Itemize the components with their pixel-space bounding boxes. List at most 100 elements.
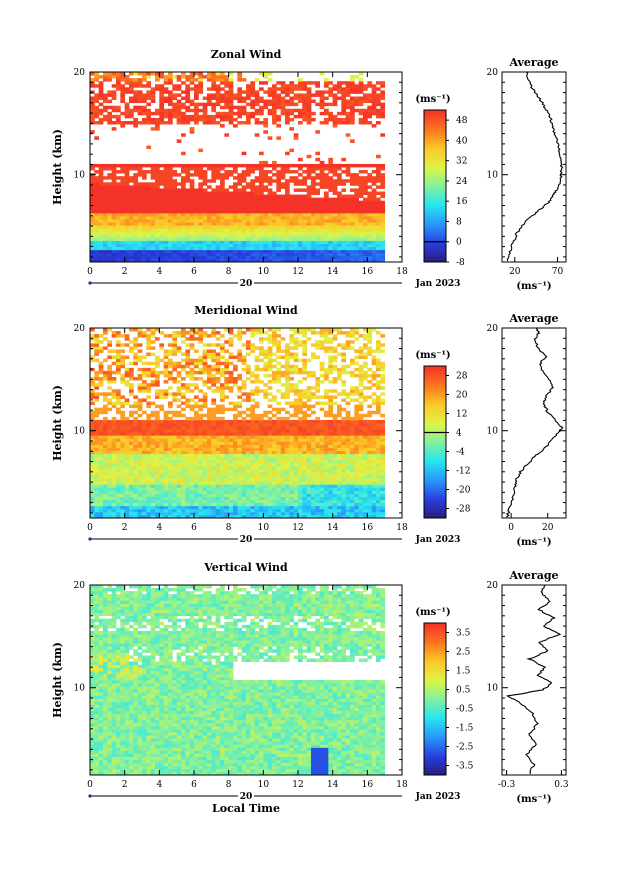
heatmap-cell — [267, 499, 273, 504]
heatmap-cell — [185, 398, 191, 402]
heatmap-cell — [341, 228, 347, 232]
heatmap-cell — [150, 219, 156, 223]
heatmap-cell — [220, 450, 225, 455]
heatmap-cell — [120, 410, 126, 415]
heatmap-cell — [168, 243, 173, 248]
heatmap-cell — [237, 484, 243, 488]
heatmap-cell — [250, 185, 256, 189]
heatmap-cell — [350, 206, 355, 211]
heatmap-cell — [285, 179, 290, 183]
heatmap-cell — [211, 102, 217, 107]
heatmap-cell — [246, 243, 251, 248]
heatmap-cell — [94, 358, 100, 363]
heatmap-cell — [259, 185, 264, 189]
heatmap-cell — [172, 105, 178, 110]
heatmap-cell — [376, 219, 381, 223]
heatmap-cell — [207, 370, 212, 375]
heatmap-cell — [146, 487, 152, 491]
heatmap-cell — [137, 243, 143, 248]
heatmap-cell — [181, 478, 186, 482]
heatmap-cell — [172, 173, 178, 177]
heatmap-cell — [220, 243, 225, 248]
heatmap-cell — [345, 102, 351, 107]
heatmap-cell — [189, 81, 195, 85]
heatmap-cell — [298, 182, 303, 186]
heatmap-cell — [224, 432, 230, 436]
heatmap-cell — [194, 117, 199, 122]
heatmap-cell — [263, 90, 269, 94]
heatmap-cell — [350, 96, 355, 100]
heatmap-cell — [198, 90, 204, 94]
heatmap-cell — [198, 355, 204, 360]
heatmap-cell — [215, 121, 221, 125]
heatmap-cell — [133, 105, 139, 110]
heatmap-cell — [207, 450, 212, 455]
heatmap-cell — [150, 194, 156, 199]
heatmap-cell — [311, 228, 316, 232]
x-tick-label: 8 — [226, 267, 232, 277]
heatmap-cell — [198, 358, 204, 363]
heatmap-cell — [233, 468, 238, 473]
heatmap-cell — [371, 255, 377, 260]
heatmap-cell — [211, 462, 217, 467]
heatmap-cell — [233, 163, 238, 168]
heatmap-cell — [202, 334, 208, 338]
heatmap-cell — [150, 361, 156, 366]
heatmap-cell — [367, 84, 373, 88]
heatmap-cell — [137, 413, 143, 418]
heatmap-cell — [111, 96, 117, 100]
heatmap-cell — [116, 426, 121, 430]
heatmap-cell — [246, 438, 251, 442]
heatmap-cell — [293, 87, 299, 91]
heatmap-cell — [233, 209, 238, 214]
heatmap-cell — [129, 346, 134, 350]
heatmap-cell — [211, 364, 217, 369]
heatmap-cell — [202, 249, 208, 254]
colorbar-segment — [424, 241, 446, 245]
heatmap-cell — [337, 173, 342, 177]
heatmap-cell — [332, 188, 338, 192]
heatmap-cell — [159, 121, 165, 125]
heatmap-cell — [120, 182, 126, 186]
heatmap-cell — [228, 340, 234, 344]
heatmap-cell — [220, 191, 225, 195]
heatmap-cell — [185, 511, 191, 516]
heatmap-cell — [98, 90, 104, 94]
heatmap-cell — [207, 462, 212, 467]
heatmap-cell — [250, 170, 256, 174]
heatmap-cell — [220, 200, 225, 205]
heatmap-cell — [142, 373, 147, 378]
heatmap-cell — [224, 459, 230, 464]
heatmap-cell — [111, 258, 117, 263]
heatmap-cell — [150, 505, 156, 510]
heatmap-cell — [237, 328, 243, 332]
heatmap-cell — [371, 163, 377, 168]
heatmap-cell — [90, 216, 95, 220]
heatmap-cell — [107, 121, 113, 125]
heatmap-cell — [367, 93, 373, 97]
heatmap-cell — [150, 438, 156, 442]
heatmap-cell — [280, 255, 286, 260]
heatmap-cell — [94, 234, 100, 238]
heatmap-cell — [111, 380, 117, 384]
heatmap-cell — [224, 377, 230, 381]
heatmap-cell — [124, 219, 130, 223]
heatmap-cell — [198, 328, 204, 332]
heatmap-cell — [354, 90, 360, 94]
heatmap-cell — [146, 444, 152, 448]
heatmap-cell — [133, 475, 139, 479]
heatmap-cell — [116, 105, 121, 110]
heatmap-cell — [129, 441, 134, 445]
heatmap-cell — [228, 370, 234, 375]
heatmap-cell — [198, 514, 204, 519]
heatmap-cell — [172, 395, 178, 399]
heatmap-cell — [168, 370, 173, 375]
heatmap-cell — [202, 508, 208, 513]
heatmap-cell — [306, 243, 312, 248]
heatmap-cell — [250, 410, 256, 415]
heatmap-cell — [263, 355, 269, 360]
heatmap-cell — [137, 386, 143, 390]
heatmap-cell — [133, 203, 139, 208]
heatmap-cell — [146, 416, 152, 421]
heatmap-cell — [168, 222, 173, 226]
